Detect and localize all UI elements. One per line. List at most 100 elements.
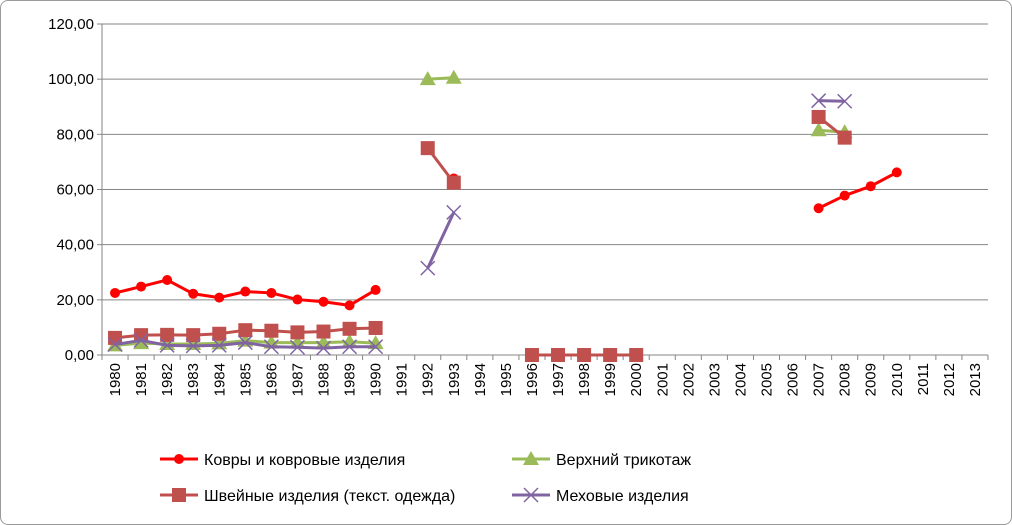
data-point [263, 339, 279, 355]
y-tick-labels: 0,00 20,00 40,00 60,00 80,00 100,00 120,00 [48, 16, 94, 364]
data-point [188, 288, 199, 299]
data-point [172, 488, 186, 502]
data-point [810, 122, 827, 137]
x-tick-label: 2000 [628, 363, 645, 396]
data-point [368, 320, 383, 335]
x-tick-label: 1980 [107, 363, 124, 396]
x-tick-label: 1998 [576, 363, 593, 396]
series-line [817, 171, 898, 210]
x-tick-label: 1985 [237, 363, 254, 396]
series-line [818, 99, 845, 103]
data-point [839, 190, 850, 201]
data-point [133, 332, 149, 348]
data-point [266, 287, 277, 298]
data-point [212, 326, 227, 341]
x-tick-label: 2013 [967, 363, 984, 396]
data-point [420, 141, 435, 156]
x-tick-label: 2005 [759, 363, 776, 396]
legend-item: Ковры и ковровые изделия [160, 452, 405, 469]
legend: Ковры и ковровые изделия Верхний трикотаж… [160, 451, 691, 505]
series-2 [107, 69, 853, 352]
legend-label: Меховые изделия [556, 488, 689, 505]
data-point [811, 109, 826, 124]
x-tick-label: 2012 [941, 363, 958, 396]
data-point [318, 296, 329, 307]
data-point [316, 324, 331, 339]
x-tick-label: 2008 [837, 363, 854, 396]
data-point [237, 335, 253, 351]
x-tick-label: 2001 [654, 363, 671, 396]
legend-item: Меховые изделия [512, 487, 689, 505]
series-line [426, 211, 456, 269]
data-point [551, 348, 566, 362]
x-tick-label: 1981 [133, 363, 150, 396]
data-point [136, 281, 147, 292]
x-tick-label: 1997 [550, 363, 567, 396]
data-point [813, 203, 824, 214]
x-tick-label: 2010 [889, 363, 906, 396]
data-point [865, 181, 876, 192]
data-point [289, 334, 306, 349]
x-tick-label: 1992 [420, 363, 437, 396]
y-tick-label: 100,00 [48, 71, 94, 88]
data-point [577, 348, 592, 362]
data-point [420, 260, 436, 276]
data-point [292, 294, 303, 305]
data-point [523, 451, 539, 465]
x-tick-label: 2007 [811, 363, 828, 396]
x-tick-label: 1990 [368, 363, 385, 396]
data-point [186, 328, 201, 343]
data-point [891, 167, 902, 178]
x-tick-label: 1982 [159, 363, 176, 396]
legend-label: Ковры и ковровые изделия [204, 452, 405, 469]
data-point [238, 323, 253, 338]
data-point [524, 348, 539, 362]
x-tick-label: 1993 [446, 363, 463, 396]
series-4 [107, 93, 853, 356]
y-tick-label: 120,00 [48, 16, 94, 33]
x-tick-label: 1984 [211, 363, 228, 396]
data-point [134, 328, 149, 343]
gridlines [102, 23, 988, 301]
x-tick-label: 1996 [524, 363, 541, 396]
series-1 [110, 167, 902, 311]
data-point [446, 175, 461, 190]
data-point [445, 69, 462, 84]
data-point [315, 340, 332, 356]
x-tick-label: 1983 [185, 363, 202, 396]
x-tick-label: 1986 [263, 363, 280, 396]
x-tick-label: 1999 [602, 363, 619, 396]
x-tick-label: 2011 [915, 363, 932, 395]
data-point [811, 93, 827, 109]
data-point [211, 337, 227, 353]
data-point [342, 339, 358, 355]
data-point [370, 284, 381, 295]
data-point [240, 286, 251, 297]
data-point [159, 337, 175, 353]
data-point [185, 338, 201, 354]
legend-label: Верхний трикотаж [556, 452, 691, 469]
data-point [837, 130, 852, 145]
data-point [837, 93, 853, 109]
data-point [290, 325, 305, 340]
data-point [419, 71, 436, 86]
x-tick-label: 1995 [498, 363, 515, 396]
data-point [214, 292, 225, 303]
data-point [110, 287, 121, 298]
legend-item: Швейные изделия (текст. одежда) [160, 488, 455, 505]
data-point [341, 333, 358, 348]
x-tick-label: 2003 [706, 363, 723, 396]
y-tick-label: 60,00 [56, 182, 94, 199]
data-point [342, 321, 357, 336]
x-tick-label: 1994 [472, 363, 489, 396]
x-tick-label: 2009 [863, 363, 880, 396]
x-tick-labels: 1980 1981 1982 1983 1984 1985 1986 1987 1988 1989… [107, 363, 984, 396]
x-tick-label: 1987 [289, 363, 306, 396]
y-tick-label: 20,00 [56, 292, 94, 309]
data-point [162, 274, 173, 285]
data-point [174, 454, 184, 464]
data-point [629, 348, 644, 362]
data-point [264, 323, 279, 338]
